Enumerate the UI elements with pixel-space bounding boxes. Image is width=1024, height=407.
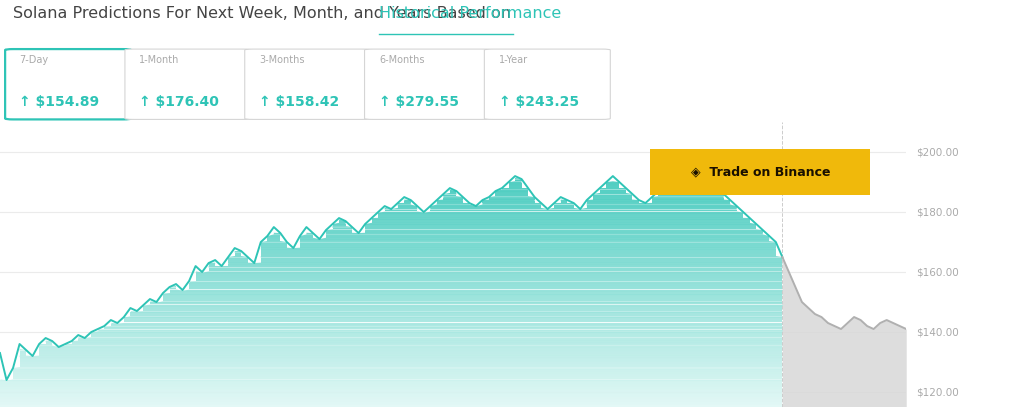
FancyBboxPatch shape: [245, 49, 371, 119]
Text: $140.00: $140.00: [915, 327, 958, 337]
FancyBboxPatch shape: [484, 49, 610, 119]
Text: ◈  Trade on Binance: ◈ Trade on Binance: [690, 166, 830, 178]
FancyBboxPatch shape: [365, 49, 490, 119]
Text: Solana Predictions For Next Week, Month, and Years Based on: Solana Predictions For Next Week, Month,…: [13, 6, 516, 21]
Text: ↑ $158.42: ↑ $158.42: [259, 95, 339, 109]
Text: ↑ $176.40: ↑ $176.40: [139, 95, 219, 109]
Text: ↑ $243.25: ↑ $243.25: [499, 95, 579, 109]
Text: 6-Months: 6-Months: [379, 55, 424, 65]
Text: ↑ $154.89: ↑ $154.89: [19, 95, 99, 109]
Text: Historical Performance: Historical Performance: [379, 6, 561, 21]
Text: 3-Months: 3-Months: [259, 55, 304, 65]
FancyBboxPatch shape: [641, 147, 880, 197]
Text: ↑ $279.55: ↑ $279.55: [379, 95, 459, 109]
FancyBboxPatch shape: [5, 49, 131, 119]
Text: $180.00: $180.00: [915, 207, 958, 217]
Text: $200.00: $200.00: [915, 147, 958, 157]
Text: 1-Month: 1-Month: [139, 55, 179, 65]
Text: $120.00: $120.00: [915, 387, 958, 397]
FancyBboxPatch shape: [125, 49, 251, 119]
Text: 1-Year: 1-Year: [499, 55, 527, 65]
Text: 7-Day: 7-Day: [19, 55, 48, 65]
Text: $160.00: $160.00: [915, 267, 958, 277]
